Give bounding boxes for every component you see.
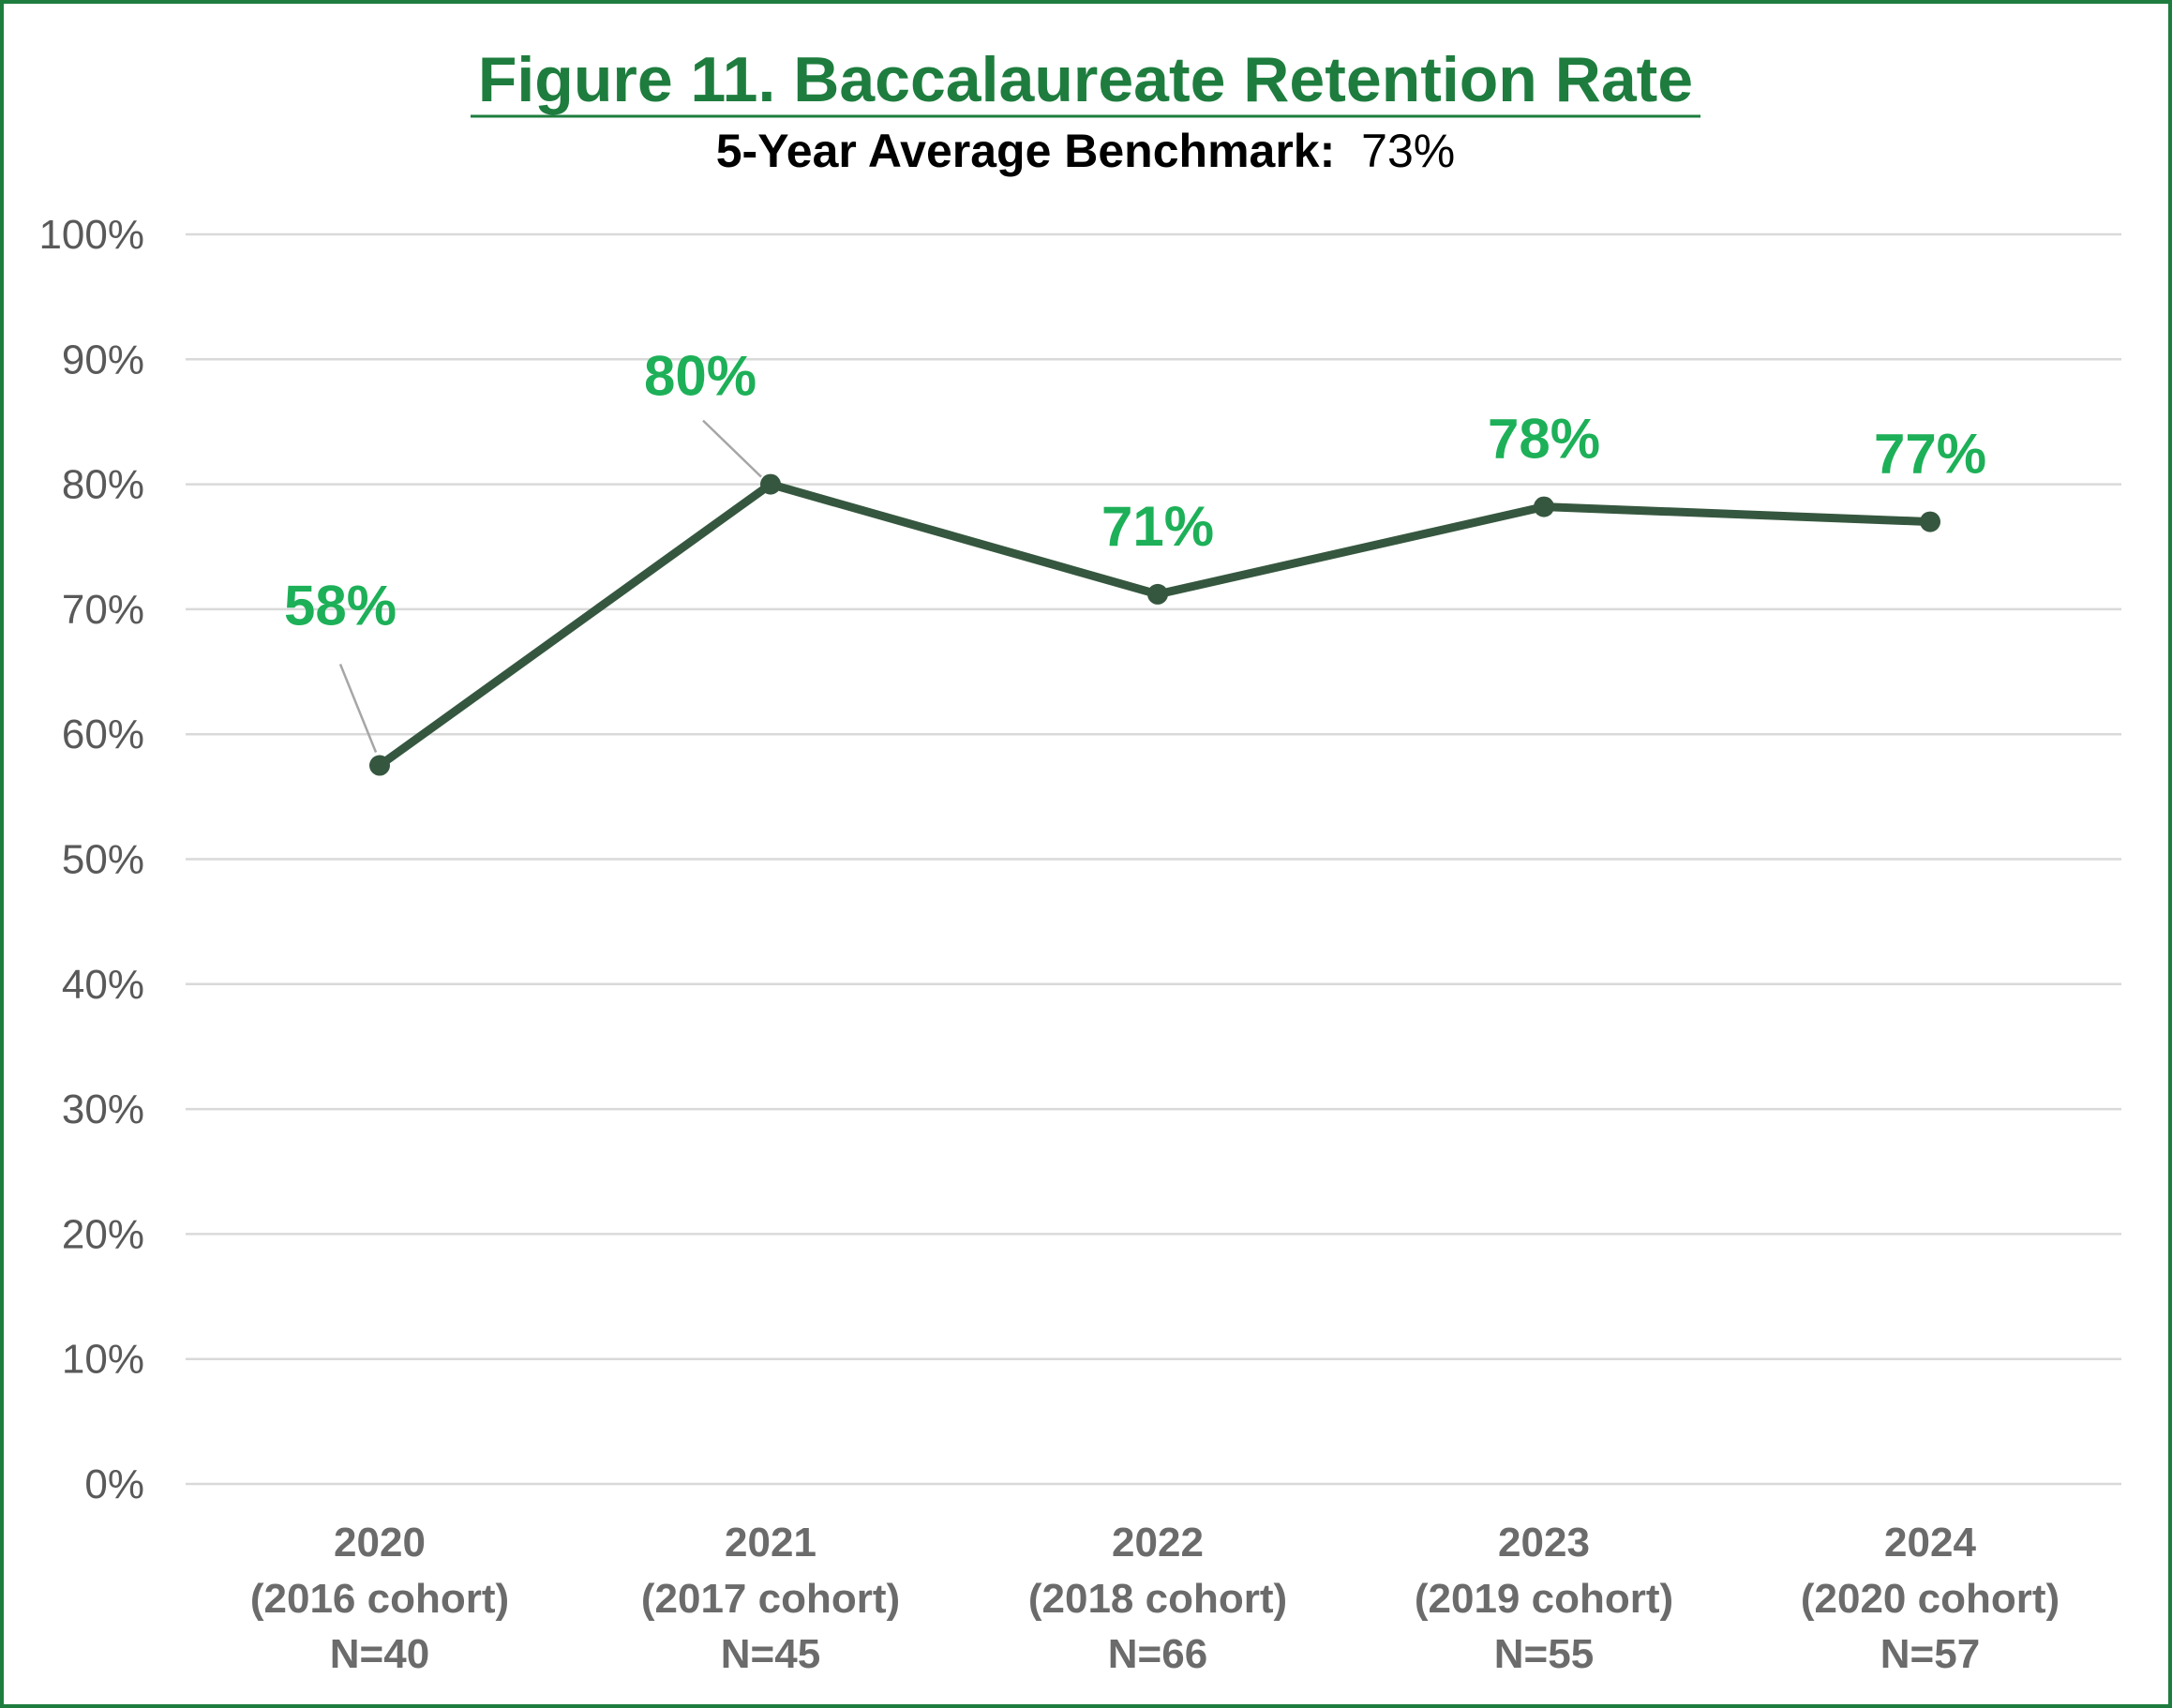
leader-line bbox=[702, 419, 762, 478]
data-label-leader-lines bbox=[338, 419, 762, 753]
x-category-cohort: (2017 cohort) bbox=[641, 1576, 900, 1622]
x-category-n: N=45 bbox=[721, 1631, 820, 1677]
y-axis-tick-labels: 0% 10% 20% 30% 40% 50% 60% 70% 80% 90% 100% bbox=[38, 212, 144, 1507]
data-point bbox=[1920, 511, 1940, 532]
y-tick-label: 50% bbox=[62, 837, 144, 883]
data-label: 80% bbox=[644, 345, 756, 408]
y-tick-label: 60% bbox=[62, 712, 144, 757]
data-label: 77% bbox=[1874, 423, 1986, 486]
x-category-cohort: (2020 cohort) bbox=[1801, 1576, 2060, 1622]
subtitle-label: 5-Year Average Benchmark: bbox=[716, 125, 1336, 177]
chart-title: Figure 11. Baccalaureate Retention Rate bbox=[478, 44, 1693, 115]
data-point bbox=[760, 473, 781, 495]
x-category-year: 2023 bbox=[1498, 1520, 1590, 1566]
x-category-cohort: (2018 cohort) bbox=[1028, 1576, 1287, 1622]
data-points bbox=[369, 473, 1940, 776]
x-category-year: 2020 bbox=[334, 1520, 426, 1566]
x-category-year: 2024 bbox=[1884, 1520, 1976, 1566]
x-axis-category-labels: 2020 (2016 cohort) N=40 2021 (2017 cohort) N=… bbox=[250, 1520, 2060, 1677]
data-label: 71% bbox=[1101, 495, 1214, 558]
chart-subtitle: 5-Year Average Benchmark: 73% bbox=[716, 125, 1456, 177]
y-tick-label: 30% bbox=[62, 1086, 144, 1132]
data-point bbox=[1147, 583, 1168, 605]
leader-line bbox=[338, 664, 378, 753]
gridlines bbox=[186, 232, 2121, 1486]
subtitle-value: 73% bbox=[1361, 125, 1455, 177]
y-tick-label: 90% bbox=[62, 337, 144, 382]
data-label: 58% bbox=[284, 575, 397, 637]
x-category-cohort: (2019 cohort) bbox=[1415, 1576, 1673, 1622]
data-labels: 58% 80% 71% 78% 77% bbox=[284, 345, 1986, 637]
data-label: 78% bbox=[1488, 408, 1600, 471]
x-category-n: N=40 bbox=[330, 1631, 429, 1677]
x-category-n: N=66 bbox=[1108, 1631, 1207, 1677]
y-tick-label: 0% bbox=[84, 1461, 144, 1507]
y-tick-label: 40% bbox=[62, 962, 144, 1008]
x-category-n: N=57 bbox=[1880, 1631, 1980, 1677]
x-category-year: 2022 bbox=[1112, 1520, 1204, 1566]
x-category-n: N=55 bbox=[1494, 1631, 1594, 1677]
y-tick-label: 80% bbox=[62, 462, 144, 508]
data-point bbox=[1534, 496, 1554, 517]
y-tick-label: 100% bbox=[38, 212, 144, 258]
chart-title-group: Figure 11. Baccalaureate Retention Rate … bbox=[471, 44, 1700, 177]
y-tick-label: 70% bbox=[62, 587, 144, 633]
y-tick-label: 10% bbox=[62, 1337, 144, 1383]
y-tick-label: 20% bbox=[62, 1211, 144, 1257]
x-category-cohort: (2016 cohort) bbox=[250, 1576, 509, 1622]
data-point bbox=[369, 755, 390, 776]
x-category-year: 2021 bbox=[725, 1520, 816, 1566]
